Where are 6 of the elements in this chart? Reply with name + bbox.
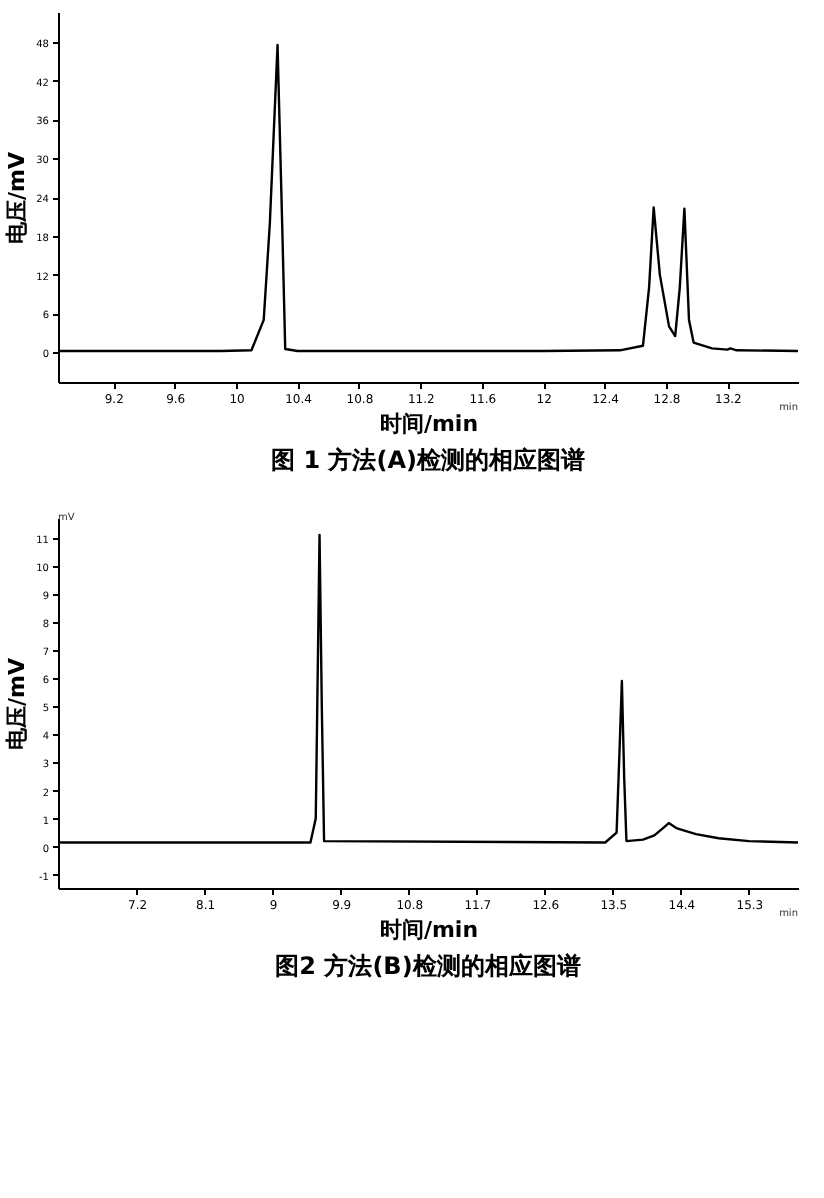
x-axis-title: 时间/min bbox=[379, 917, 479, 943]
text: 图 1 方法(A)检测的相应图谱 bbox=[271, 446, 585, 474]
y-axis-title: 电压/mV bbox=[4, 657, 31, 750]
text: 图2 方法(B)检测的相应图谱 bbox=[275, 952, 581, 980]
x-axis-title: 时间/min bbox=[379, 411, 479, 437]
y-axis-title: 电压/mV bbox=[4, 151, 31, 244]
